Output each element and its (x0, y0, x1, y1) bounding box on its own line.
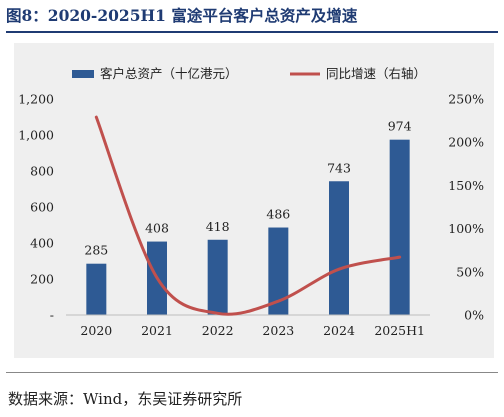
y-left-tick-label: 800 (30, 164, 54, 179)
y-right-tick-label: 150% (448, 178, 484, 193)
x-tick-label: 2024 (323, 323, 355, 338)
chart-legend: 客户总资产（十亿港元） 同比增速（右轴） (72, 66, 426, 81)
bar (389, 139, 410, 315)
y-right-tick-label: 100% (448, 221, 484, 236)
x-tick-label: 2022 (202, 323, 234, 338)
growth-line (94, 115, 402, 316)
bar (86, 263, 107, 315)
legend-swatch-assets (72, 70, 94, 78)
chart-area: 客户总资产（十亿港元） 同比增速（右轴） - 200 400 600 800 1,000 1… (14, 43, 494, 358)
y-axis-left: - 200 400 600 800 1,000 1,200 (18, 92, 54, 323)
y-left-tick-label: - (50, 308, 54, 323)
bar (207, 239, 228, 315)
chart-svg: 客户总资产（十亿港元） 同比增速（右轴） - 200 400 600 800 1,000 1… (18, 66, 484, 338)
bar-data-label: 418 (206, 219, 230, 234)
legend-label-growth: 同比增速（右轴） (326, 66, 426, 81)
source-divider (6, 372, 498, 373)
y-left-tick-label: 400 (30, 236, 54, 251)
bar-data-label: 285 (84, 243, 108, 258)
figure-source: 数据来源：Wind，东吴证券研究所 (8, 390, 243, 408)
y-left-tick-label: 200 (30, 272, 54, 287)
x-tick-label: 2023 (262, 323, 294, 338)
x-tick-label: 2020 (80, 323, 112, 338)
title-divider (6, 31, 498, 33)
y-left-tick-label: 1,000 (18, 128, 54, 143)
x-tick-label: 2025H1 (374, 323, 425, 338)
bar (329, 181, 349, 315)
legend-label-assets: 客户总资产（十亿港元） (100, 66, 238, 81)
y-right-tick-label: 250% (448, 92, 484, 107)
y-right-tick-label: 200% (448, 135, 484, 150)
y-right-tick-label: 50% (456, 264, 484, 279)
figure-title: 图8：2020-2025H1 富途平台客户总资产及增速 (6, 6, 358, 25)
bar (268, 227, 289, 315)
bar-series (86, 139, 410, 315)
bar-data-label: 974 (388, 119, 412, 134)
bar-data-label: 408 (145, 221, 169, 236)
y-left-tick-label: 600 (30, 200, 54, 215)
bar-data-labels: 285 408 418 486 743 974 (84, 119, 411, 258)
y-left-tick-label: 1,200 (18, 92, 54, 107)
bar-data-label: 743 (327, 160, 351, 175)
x-tick-label: 2021 (141, 323, 173, 338)
y-right-tick-label: 0% (464, 308, 484, 323)
x-axis: 2020 2021 2022 2023 2024 2025H1 (80, 323, 425, 338)
y-axis-right: 0% 50% 100% 150% 200% 250% (448, 92, 484, 323)
bar-data-label: 486 (266, 207, 290, 222)
